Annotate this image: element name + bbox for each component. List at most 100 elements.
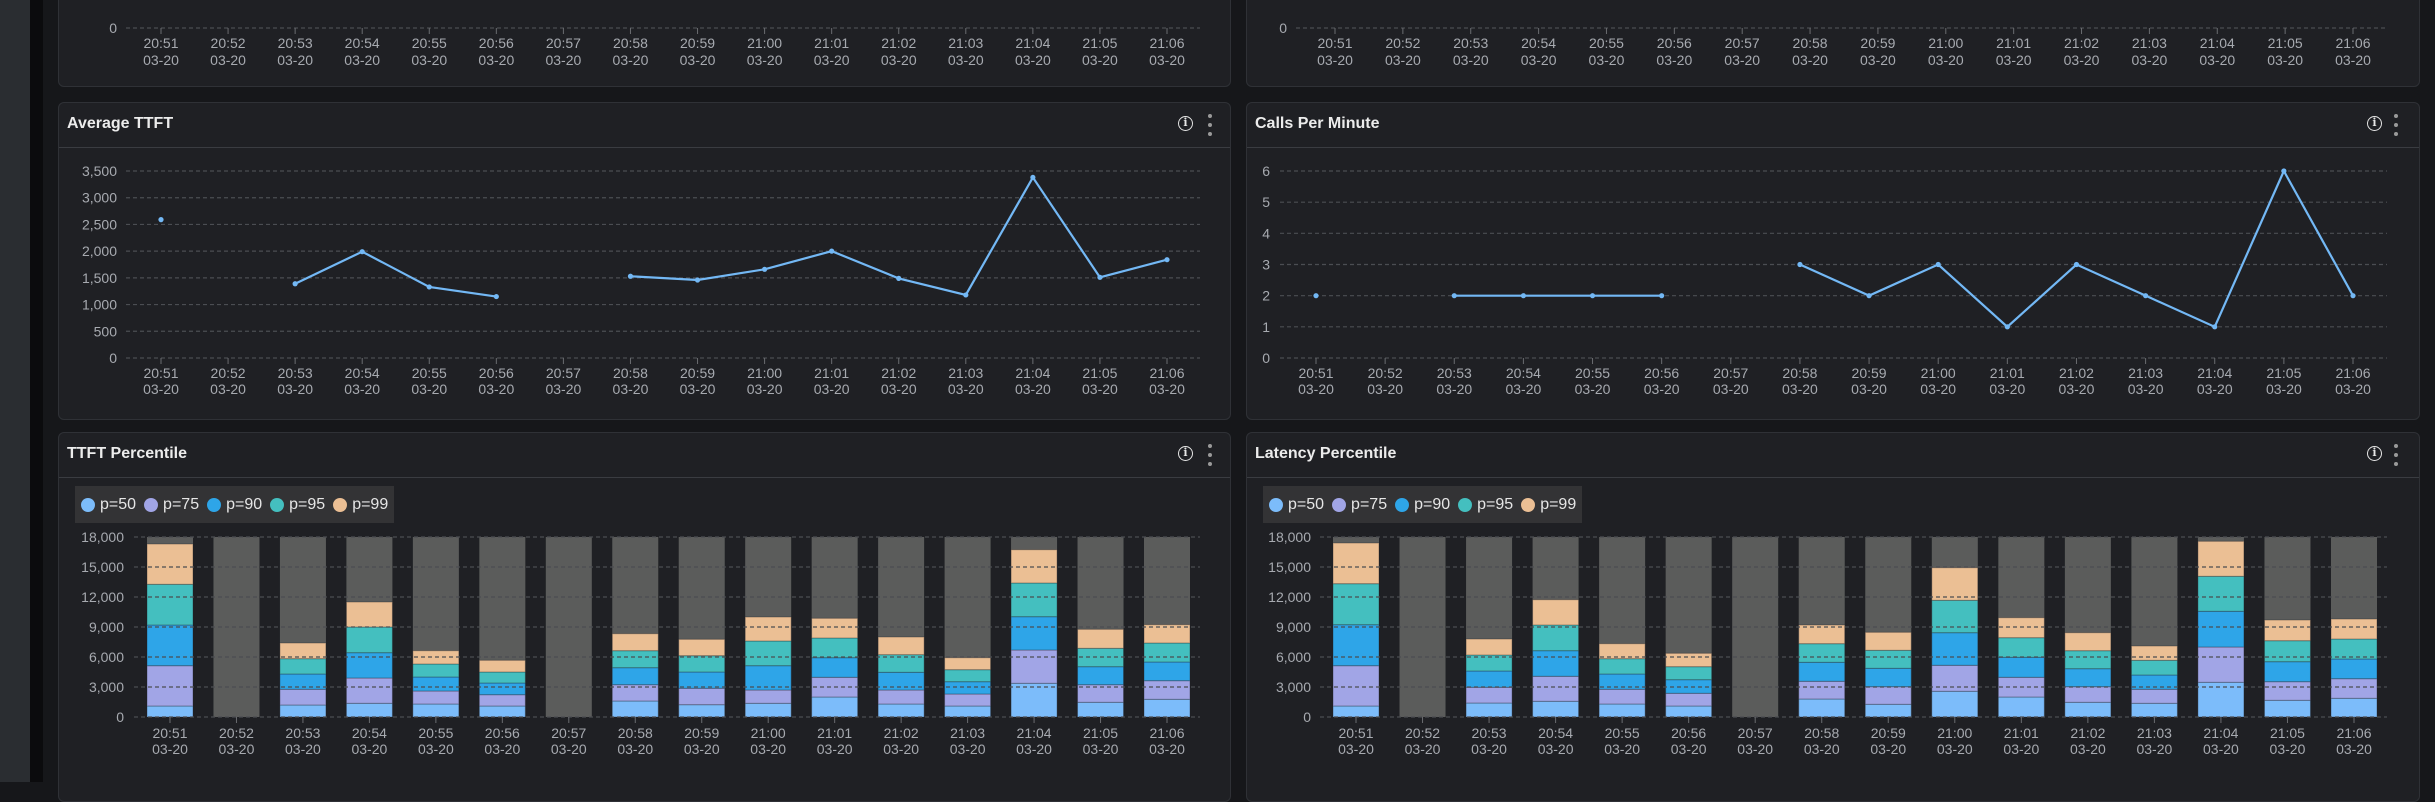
info-circle-icon[interactable]: i bbox=[1178, 446, 1193, 461]
x-tick-label: 20:59 03-20 bbox=[684, 725, 720, 757]
x-tick-time: 21:05 bbox=[2270, 725, 2305, 741]
bar-segment-p50 bbox=[944, 705, 992, 718]
bar-segment-p90 bbox=[744, 665, 792, 691]
y-tick-label: 6,000 bbox=[1276, 649, 1311, 665]
x-tick-date: 03-20 bbox=[881, 52, 917, 68]
x-tick-date: 03-20 bbox=[1604, 741, 1640, 757]
info-circle-icon[interactable]: i bbox=[1178, 116, 1193, 131]
x-tick-label: 20:58 03-20 bbox=[613, 365, 649, 397]
legend-label: p=50 bbox=[100, 495, 137, 513]
x-tick-label: 21:03 03-20 bbox=[2136, 725, 2172, 757]
x-tick-label: 20:52 03-20 bbox=[1405, 725, 1441, 757]
x-tick-time: 20:56 bbox=[479, 35, 514, 51]
x-tick-label: 21:03 03-20 bbox=[950, 725, 986, 757]
bar-segment-p50 bbox=[1598, 703, 1646, 718]
x-tick-date: 03-20 bbox=[1082, 52, 1118, 68]
kebab-menu-icon[interactable] bbox=[1207, 444, 1213, 466]
x-tick-date: 03-20 bbox=[2270, 741, 2306, 757]
x-tick-time: 21:02 bbox=[881, 365, 916, 381]
legend-dot-icon bbox=[1395, 497, 1410, 512]
bar-segment-p99 bbox=[1931, 567, 1979, 601]
legend-item[interactable]: p=90 bbox=[1395, 496, 1450, 514]
x-tick-time: 20:58 bbox=[1793, 35, 1828, 51]
x-tick-time: 20:53 bbox=[278, 365, 313, 381]
legend-label: p=95 bbox=[289, 495, 326, 513]
bar-segment-p75 bbox=[678, 687, 726, 706]
kebab-menu-icon[interactable] bbox=[1207, 114, 1213, 136]
y-tick-label: 18,000 bbox=[1268, 529, 1311, 545]
legend-item[interactable]: p=99 bbox=[1521, 496, 1576, 514]
x-tick-time: 20:54 bbox=[345, 35, 380, 51]
bar-segment-p99 bbox=[1532, 599, 1580, 626]
x-tick-time: 21:01 bbox=[817, 725, 852, 741]
panel-title: Latency Percentile bbox=[1255, 445, 1397, 462]
x-tick-label: 20:58 03-20 bbox=[1782, 365, 1818, 397]
legend-item[interactable]: p=50 bbox=[1269, 496, 1324, 514]
x-tick-label: 20:58 03-20 bbox=[1804, 725, 1840, 757]
bar-segment-p50 bbox=[811, 696, 859, 718]
data-point bbox=[1313, 293, 1319, 299]
legend-item[interactable]: p=90 bbox=[207, 496, 262, 514]
bar-segment-p95 bbox=[2130, 659, 2178, 676]
data-point bbox=[1797, 261, 1803, 268]
panel-header: Average TTFT i bbox=[59, 103, 1230, 148]
bar-segment-p95 bbox=[1864, 649, 1912, 669]
panel-calls-per-minute: Calls Per Minute i bbox=[1246, 102, 2420, 420]
data-point bbox=[1935, 261, 1941, 268]
x-tick-time: 20:53 bbox=[1437, 365, 1472, 381]
data-point bbox=[627, 273, 634, 279]
kebab-menu-icon[interactable] bbox=[2393, 114, 2399, 136]
x-tick-date: 03-20 bbox=[344, 381, 380, 397]
kebab-menu-icon[interactable] bbox=[2393, 444, 2399, 466]
x-tick-date: 03-20 bbox=[1870, 741, 1906, 757]
legend-item[interactable]: p=75 bbox=[144, 496, 199, 514]
x-tick-date: 03-20 bbox=[680, 381, 716, 397]
x-tick-time: 20:55 bbox=[1605, 725, 1640, 741]
x-tick-time: 20:58 bbox=[613, 35, 648, 51]
x-tick-time: 21:03 bbox=[948, 365, 983, 381]
bar-segment-p90 bbox=[1143, 661, 1191, 682]
legend-item[interactable]: p=95 bbox=[270, 496, 325, 514]
x-tick-label: 20:52 03-20 bbox=[1367, 365, 1403, 397]
x-tick-date: 03-20 bbox=[750, 741, 786, 757]
y-tick-label: 12,000 bbox=[1268, 589, 1311, 605]
x-tick-time: 20:51 bbox=[1317, 35, 1352, 51]
x-tick-label: 20:54 03-20 bbox=[351, 725, 387, 757]
x-tick-label: 20:53 03-20 bbox=[1436, 365, 1472, 397]
bar-segment-p75 bbox=[1332, 665, 1380, 707]
x-tick-time: 20:56 bbox=[485, 725, 520, 741]
x-tick-label: 20:54 03-20 bbox=[344, 365, 380, 397]
x-tick-time: 21:06 bbox=[2335, 365, 2370, 381]
data-point bbox=[493, 293, 499, 300]
x-tick-label: 20:58 03-20 bbox=[617, 725, 653, 757]
info-circle-icon[interactable]: i bbox=[2367, 446, 2382, 461]
x-tick-date: 03-20 bbox=[950, 741, 986, 757]
x-tick-date: 03-20 bbox=[152, 741, 188, 757]
info-circle-icon[interactable]: i bbox=[2367, 116, 2382, 131]
x-tick-time: 21:06 bbox=[1149, 35, 1184, 51]
x-tick-label: 21:00 03-20 bbox=[1928, 35, 1964, 68]
x-tick-time: 21:02 bbox=[881, 35, 916, 51]
legend-dot-icon bbox=[333, 497, 348, 512]
x-tick-time: 21:00 bbox=[1921, 365, 1956, 381]
x-tick-label: 20:55 03-20 bbox=[411, 365, 447, 397]
y-tick-label: 1,500 bbox=[82, 270, 117, 286]
legend-item[interactable]: p=95 bbox=[1458, 496, 1513, 514]
bar-segment-p50 bbox=[1143, 698, 1191, 718]
legend-dot-icon bbox=[1521, 497, 1536, 512]
x-tick-date: 03-20 bbox=[814, 52, 850, 68]
legend-label: p=95 bbox=[1477, 495, 1514, 513]
y-tick-label: 0 bbox=[109, 20, 117, 36]
bar-segment-p50 bbox=[1997, 696, 2045, 718]
y-tick-label: 15,000 bbox=[1268, 559, 1311, 575]
legend-item[interactable]: p=99 bbox=[333, 496, 388, 514]
data-point bbox=[762, 266, 768, 272]
legend-item[interactable]: p=75 bbox=[1332, 496, 1387, 514]
x-tick-label: 20:54 03-20 bbox=[1505, 365, 1541, 397]
bar-segment-p75 bbox=[1665, 692, 1713, 707]
x-tick-time: 21:06 bbox=[1149, 725, 1184, 741]
bar-segment-p99 bbox=[1143, 624, 1191, 644]
legend-item[interactable]: p=50 bbox=[81, 496, 136, 514]
data-point bbox=[1520, 293, 1526, 299]
bar-segment-p50 bbox=[1931, 690, 1979, 718]
